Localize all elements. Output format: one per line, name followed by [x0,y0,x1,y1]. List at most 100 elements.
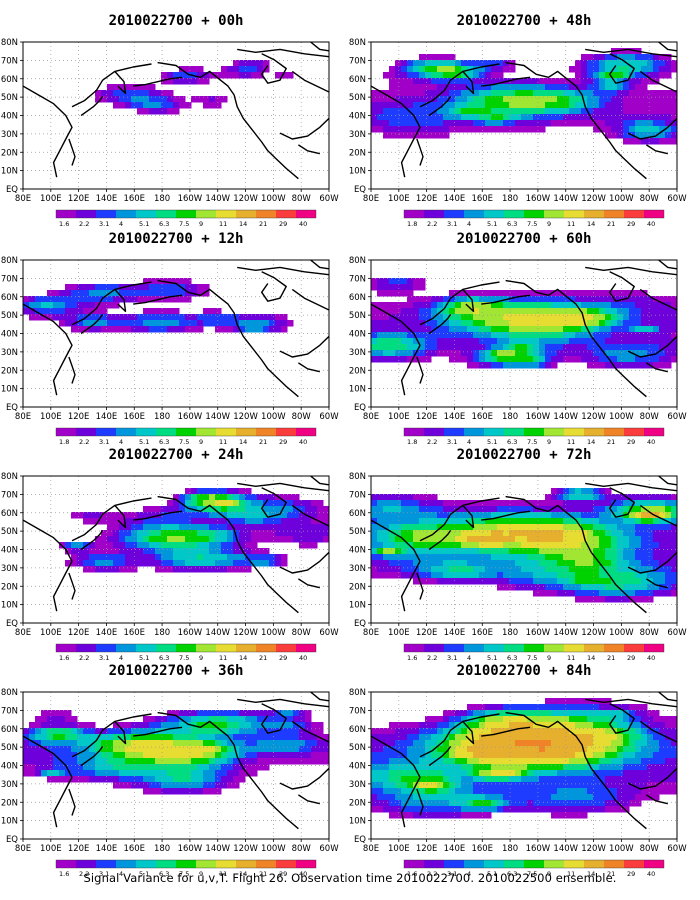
colorbar-label: 5.1 [139,654,149,662]
x-tick-label: 60W [667,412,687,422]
colorbar-label: 14 [239,220,247,228]
x-tick-label: 60W [667,844,687,854]
y-tick-label: 60N [349,293,366,303]
colorbar-swatch [236,428,256,436]
colorbar-label: 1.8 [59,438,69,446]
colorbar-label: 4 [119,438,123,446]
colorbar-swatch [504,644,524,652]
x-tick-label: 60W [319,844,339,854]
colorbar-label: 21 [259,654,267,662]
colorbar-swatch [404,860,424,868]
colorbar-swatch [404,644,424,652]
x-tick-label: 180 [502,194,518,204]
y-tick-label: 20N [349,148,366,158]
colorbar: 1.6 2.2 3.1 4 5.1 6.3 7.5 9 11 14 21 29 40 [403,859,665,878]
y-tick-label: 10N [349,385,366,395]
colorbar-swatch [196,428,216,436]
colorbar: 1.6 2.2 3.1 4 5.1 6.3 7.5 9 11 14 21 29 40 [55,209,317,228]
colorbar-label: 40 [647,654,655,662]
x-tick-label: 160E [123,412,145,422]
colorbar-label: 6.3 [159,870,169,878]
colorbar-swatch [584,860,604,868]
colorbar-swatch [464,860,484,868]
y-tick-label: 40N [349,762,366,772]
colorbar-label: 1.6 [407,654,417,662]
panel-72h: 2010022700 + 72h 80E 100E 120E 140E 160E 180 16… [349,447,687,662]
y-tick-label: 10N [1,167,18,177]
colorbar-label: 21 [259,870,267,878]
x-tick-label: 140W [205,194,230,204]
x-tick-label: 60W [319,412,339,422]
y-tick-label: EQ [6,619,18,629]
x-tick-label: 160W [178,412,203,422]
y-tick-label: 80N [1,472,18,482]
colorbar-label: 29 [279,438,287,446]
x-tick-label: 140W [205,412,230,422]
colorbar-swatch [76,428,96,436]
variance-field [371,488,677,603]
x-tick-label: 180 [154,844,170,854]
colorbar-label: 9 [547,438,551,446]
colorbar-swatch [296,428,316,436]
colorbar-label: 2.2 [427,438,437,446]
y-tick-label: 30N [349,130,366,140]
colorbar-label: 6.3 [159,438,169,446]
y-tick-label: 60N [349,725,366,735]
colorbar-swatch [76,210,96,218]
y-tick-label: 50N [349,743,366,753]
colorbar-label: 1.8 [407,220,417,228]
y-tick-label: 60N [1,509,18,519]
x-tick-label: 100W [261,844,286,854]
y-tick-label: 40N [1,112,18,122]
colorbar-swatch [56,644,76,652]
x-tick-label: 120E [68,194,90,204]
y-tick-label: 20N [1,148,18,158]
coastlines [371,692,677,830]
x-tick-label: 140E [96,194,118,204]
x-tick-label: 180 [154,194,170,204]
x-tick-label: 160W [526,628,551,638]
x-tick-label: 60W [319,194,339,204]
colorbar-label: 3.1 [447,220,457,228]
colorbar-label: 4 [467,654,471,662]
colorbar-label: 1.8 [407,438,417,446]
y-tick-label: 20N [349,366,366,376]
colorbar-swatch [156,428,176,436]
y-tick-label: 20N [1,366,18,376]
colorbar-label: 9 [199,870,203,878]
y-tick-label: 60N [349,75,366,85]
colorbar-swatch [644,428,664,436]
x-tick-label: 100E [388,194,410,204]
colorbar-label: 3.1 [99,220,109,228]
y-tick-label: 70N [1,274,18,284]
colorbar-swatch [424,428,444,436]
colorbar-swatch [464,428,484,436]
colorbar-label: 1.6 [407,870,417,878]
x-tick-label: 160E [123,628,145,638]
colorbar-label: 2.2 [427,220,437,228]
x-tick-label: 60W [319,628,339,638]
colorbar: 1.8 2.2 3.1 4 5.1 6.3 7.5 9 11 14 21 29 40 [403,209,665,228]
colorbar-swatch [156,644,176,652]
colorbar-swatch [424,860,444,868]
colorbar-swatch [116,860,136,868]
y-tick-label: 80N [1,688,18,698]
colorbar-swatch [584,428,604,436]
colorbar-swatch [196,644,216,652]
colorbar-swatch [56,428,76,436]
colorbar-label: 29 [627,438,635,446]
y-tick-label: 20N [349,582,366,592]
y-tick-label: 40N [1,546,18,556]
colorbar-swatch [464,644,484,652]
x-tick-label: 140W [553,844,578,854]
coastlines [371,42,677,180]
x-tick-label: 120E [68,628,90,638]
colorbar-label: 5.1 [487,220,497,228]
colorbar-label: 14 [239,438,247,446]
y-tick-label: 30N [349,780,366,790]
colorbar-label: 9 [547,654,551,662]
colorbar-swatch [136,860,156,868]
colorbar-swatch [544,860,564,868]
x-tick-label: 100W [609,628,634,638]
